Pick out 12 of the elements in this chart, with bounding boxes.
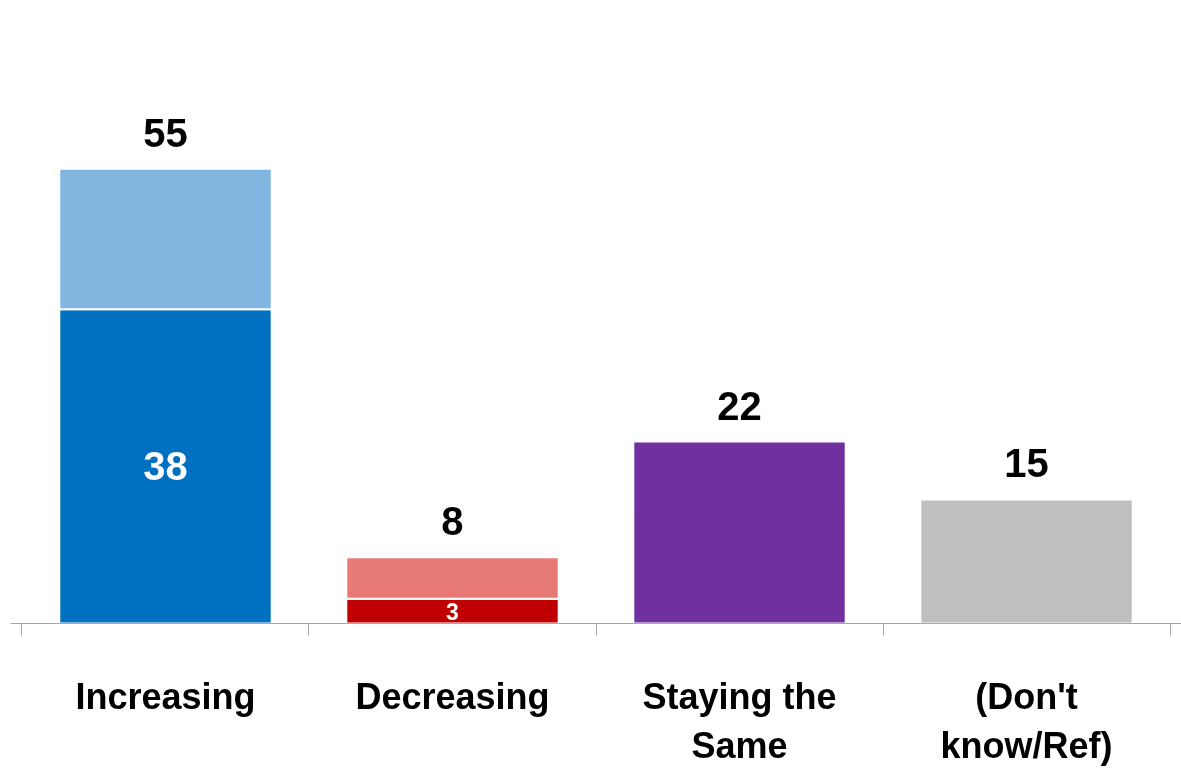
x-tick-label: Decreasing bbox=[355, 675, 550, 717]
data-label: 38 bbox=[143, 444, 188, 489]
total-label: 22 bbox=[717, 383, 762, 428]
x-tick-label: Increasing bbox=[75, 675, 256, 717]
bar bbox=[919, 498, 1134, 624]
x-tick-label: (Don't know/Ref) bbox=[940, 675, 1113, 766]
x-tick-label: Staying the Same bbox=[642, 675, 837, 766]
bar bbox=[632, 440, 847, 624]
total-label: 55 bbox=[143, 110, 188, 155]
data-label: 3 bbox=[446, 598, 459, 625]
total-label: 8 bbox=[441, 499, 464, 544]
total-label: 15 bbox=[1004, 441, 1049, 486]
